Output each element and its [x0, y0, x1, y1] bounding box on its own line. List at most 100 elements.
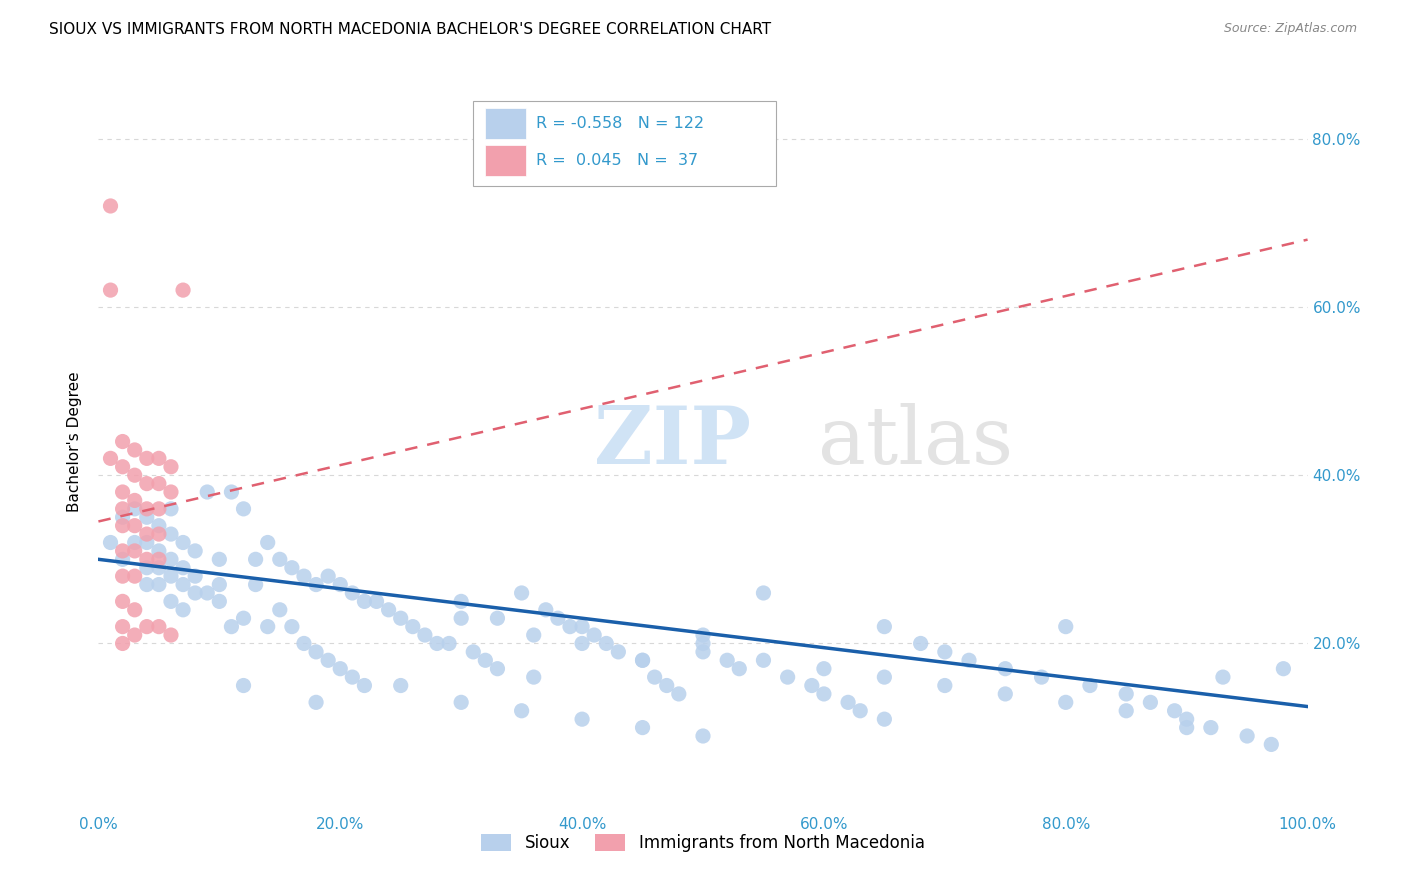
- Point: [957, 653, 980, 667]
- Point: [800, 679, 823, 693]
- Point: [910, 636, 932, 650]
- Point: [135, 527, 157, 541]
- Point: [160, 485, 183, 500]
- Point: [873, 670, 896, 684]
- Point: [111, 459, 134, 474]
- Point: [135, 501, 157, 516]
- Point: [111, 485, 134, 500]
- Point: [316, 653, 339, 667]
- Point: [195, 485, 218, 500]
- Point: [172, 283, 194, 297]
- Point: [849, 704, 872, 718]
- Point: [124, 442, 146, 457]
- Point: [692, 628, 714, 642]
- Point: [1212, 670, 1234, 684]
- Point: [124, 501, 146, 516]
- Point: [752, 586, 775, 600]
- Point: [269, 603, 291, 617]
- Text: atlas: atlas: [818, 402, 1012, 481]
- Point: [558, 619, 581, 633]
- Point: [111, 594, 134, 608]
- Point: [160, 459, 183, 474]
- Point: [668, 687, 690, 701]
- Point: [534, 603, 557, 617]
- Point: [148, 527, 170, 541]
- Point: [135, 577, 157, 591]
- Point: [232, 611, 254, 625]
- Point: [934, 679, 956, 693]
- FancyBboxPatch shape: [474, 101, 776, 186]
- Point: [510, 704, 533, 718]
- Point: [510, 586, 533, 600]
- Point: [100, 199, 122, 213]
- Point: [135, 535, 157, 549]
- Text: R =  0.045   N =  37: R = 0.045 N = 37: [536, 153, 699, 169]
- Point: [184, 569, 207, 583]
- Text: R = -0.558   N = 122: R = -0.558 N = 122: [536, 117, 704, 131]
- Point: [474, 653, 496, 667]
- Point: [655, 679, 678, 693]
- Point: [571, 619, 593, 633]
- Point: [124, 628, 146, 642]
- Point: [463, 645, 485, 659]
- Point: [486, 611, 509, 625]
- Point: [184, 544, 207, 558]
- Point: [1078, 679, 1101, 693]
- Point: [221, 619, 243, 633]
- Point: [111, 510, 134, 524]
- Point: [450, 611, 472, 625]
- Point: [873, 619, 896, 633]
- Point: [1272, 662, 1295, 676]
- Point: [523, 670, 546, 684]
- Point: [644, 670, 666, 684]
- Point: [148, 552, 170, 566]
- Point: [426, 636, 449, 650]
- Point: [413, 628, 436, 642]
- Point: [402, 619, 425, 633]
- Point: [450, 594, 472, 608]
- Point: [1115, 704, 1137, 718]
- Point: [1260, 738, 1282, 752]
- Point: [571, 712, 593, 726]
- Point: [111, 544, 134, 558]
- Point: [269, 552, 291, 566]
- Point: [305, 645, 328, 659]
- Point: [111, 636, 134, 650]
- Point: [135, 510, 157, 524]
- Point: [111, 569, 134, 583]
- Point: [232, 501, 254, 516]
- Point: [124, 544, 146, 558]
- Point: [389, 611, 412, 625]
- Point: [124, 468, 146, 483]
- Point: [124, 569, 146, 583]
- Point: [305, 695, 328, 709]
- Point: [692, 729, 714, 743]
- Point: [292, 636, 315, 650]
- Point: [353, 594, 375, 608]
- Point: [631, 653, 654, 667]
- Point: [184, 586, 207, 600]
- Point: [160, 501, 183, 516]
- Point: [135, 552, 157, 566]
- Point: [1175, 712, 1198, 726]
- Point: [148, 518, 170, 533]
- Point: [100, 283, 122, 297]
- Point: [728, 662, 751, 676]
- Point: [256, 535, 278, 549]
- Point: [571, 636, 593, 650]
- Point: [837, 695, 859, 709]
- Point: [316, 569, 339, 583]
- Point: [160, 552, 183, 566]
- Point: [135, 476, 157, 491]
- Point: [1199, 721, 1222, 735]
- Point: [994, 662, 1017, 676]
- FancyBboxPatch shape: [485, 109, 526, 139]
- Point: [1054, 695, 1077, 709]
- Point: [135, 619, 157, 633]
- Point: [595, 636, 617, 650]
- Point: [208, 594, 231, 608]
- Point: [631, 721, 654, 735]
- Point: [366, 594, 388, 608]
- Point: [752, 653, 775, 667]
- Point: [148, 560, 170, 574]
